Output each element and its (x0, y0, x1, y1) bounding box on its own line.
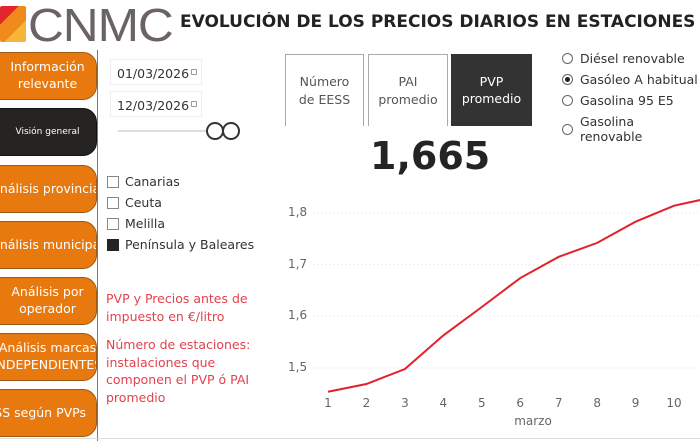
nav-label: EESS según PVPs (0, 404, 86, 420)
nav-analisis-marcas[interactable]: Análisis marcas INDEPENDIENTES (0, 333, 97, 381)
page-title: EVOLUCIÓN DE LOS PRECIOS DIARIOS EN ESTA… (180, 12, 700, 32)
checkbox[interactable] (107, 238, 119, 251)
checkbox-label: Península y Baleares (125, 237, 255, 252)
kpi-value: 1,665 (370, 134, 491, 178)
fuel-gasoleo-a[interactable]: Gasóleo A habitual (562, 72, 698, 87)
radio-label: Gasolina 95 E5 (580, 93, 674, 108)
fuel-gasolina-renovable[interactable]: Gasolina renovable (562, 114, 700, 144)
nav-label: Análisis por operador (11, 284, 84, 316)
y-tick-label: 1,6 (288, 308, 308, 323)
calendar-icon[interactable] (191, 101, 197, 107)
nav-analisis-municipal[interactable]: Análisis municipal (0, 221, 97, 269)
end-date-input[interactable]: 12/03/2026 (110, 91, 202, 117)
nav-eess-pvps[interactable]: EESS según PVPs (0, 389, 97, 437)
sidebar-divider (97, 50, 98, 441)
checkbox-label: Ceuta (125, 195, 162, 210)
radio-label: Diésel renovable (580, 51, 685, 66)
nav-analisis-provincial[interactable]: Análisis provincial (0, 165, 97, 213)
x-tick-label: 7 (554, 396, 563, 410)
logo-text: CNMC (28, 0, 174, 51)
checkbox[interactable] (107, 196, 119, 209)
x-tick-label: 3 (401, 396, 409, 410)
radio-button[interactable] (562, 95, 573, 106)
date-slider-track[interactable] (118, 130, 218, 132)
checkbox-label: Melilla (125, 216, 166, 231)
tab-label: Número de EESS (298, 74, 351, 107)
units-note: PVP y Precios antes de impuesto en €/lit… (106, 291, 248, 324)
checkbox-label: Canarias (125, 174, 180, 189)
x-tick-label: 4 (439, 396, 448, 410)
tab-label: PAI promedio (378, 74, 438, 107)
fuel-gasolina-95[interactable]: Gasolina 95 E5 (562, 93, 674, 108)
nav-analisis-operador[interactable]: Análisis por operador (0, 277, 97, 325)
nav-vision-general[interactable]: Visión general (0, 108, 97, 156)
radio-button[interactable] (562, 74, 573, 85)
bottom-divider (0, 438, 700, 439)
region-canarias[interactable]: Canarias (107, 174, 180, 189)
tab-label: PVP promedio (461, 73, 522, 107)
radio-label: Gasóleo A habitual (580, 72, 698, 87)
checkbox[interactable] (107, 217, 119, 230)
fuel-diesel-renovable[interactable]: Diésel renovable (562, 51, 685, 66)
date-slider-end-handle[interactable] (222, 122, 240, 140)
nav-informacion-relevante[interactable]: Información relevante (0, 52, 97, 100)
x-tick-label: 8 (593, 396, 601, 410)
end-date-value: 12/03/2026 (117, 98, 190, 113)
stations-note: Número de estaciones: instalaciones que … (106, 337, 251, 405)
x-tick-label: 6 (516, 396, 525, 410)
tab-numero-eess[interactable]: Número de EESS (285, 54, 364, 126)
start-date-value: 01/03/2026 (117, 66, 190, 81)
nav-label: Análisis marcas INDEPENDIENTES (0, 340, 97, 372)
region-melilla[interactable]: Melilla (107, 216, 165, 231)
start-date-input[interactable]: 01/03/2026 (110, 59, 202, 85)
calendar-icon[interactable] (191, 69, 197, 75)
y-tick-label: 1,7 (288, 256, 308, 271)
radio-label: Gasolina renovable (579, 114, 643, 144)
checkbox[interactable] (107, 175, 119, 188)
tab-pai-promedio[interactable]: PAI promedio (368, 54, 448, 126)
tab-pvp-promedio[interactable]: PVP promedio (451, 54, 532, 126)
x-tick-label: 10 (666, 396, 682, 410)
nav-label: Información relevante (10, 59, 85, 91)
region-ceuta[interactable]: Ceuta (107, 195, 162, 210)
x-axis-label: marzo (514, 414, 552, 428)
x-tick-label: 9 (631, 396, 640, 410)
cnmc-logo-icon (0, 6, 26, 42)
radio-button[interactable] (562, 53, 573, 64)
region-peninsula-baleares[interactable]: Península y Baleares (107, 237, 254, 252)
x-tick-label: 2 (362, 396, 371, 410)
x-tick-label: 5 (477, 396, 486, 410)
nav-label: Análisis municipal (0, 236, 96, 252)
y-tick-label: 1,5 (288, 360, 308, 374)
nav-label: Análisis provincial (0, 180, 96, 196)
radio-button[interactable] (562, 123, 573, 135)
series-line[interactable] (327, 197, 700, 393)
y-tick-label: 1,8 (288, 204, 308, 219)
nav-label: Visión general (15, 126, 80, 137)
x-tick-label: 1 (324, 396, 332, 410)
